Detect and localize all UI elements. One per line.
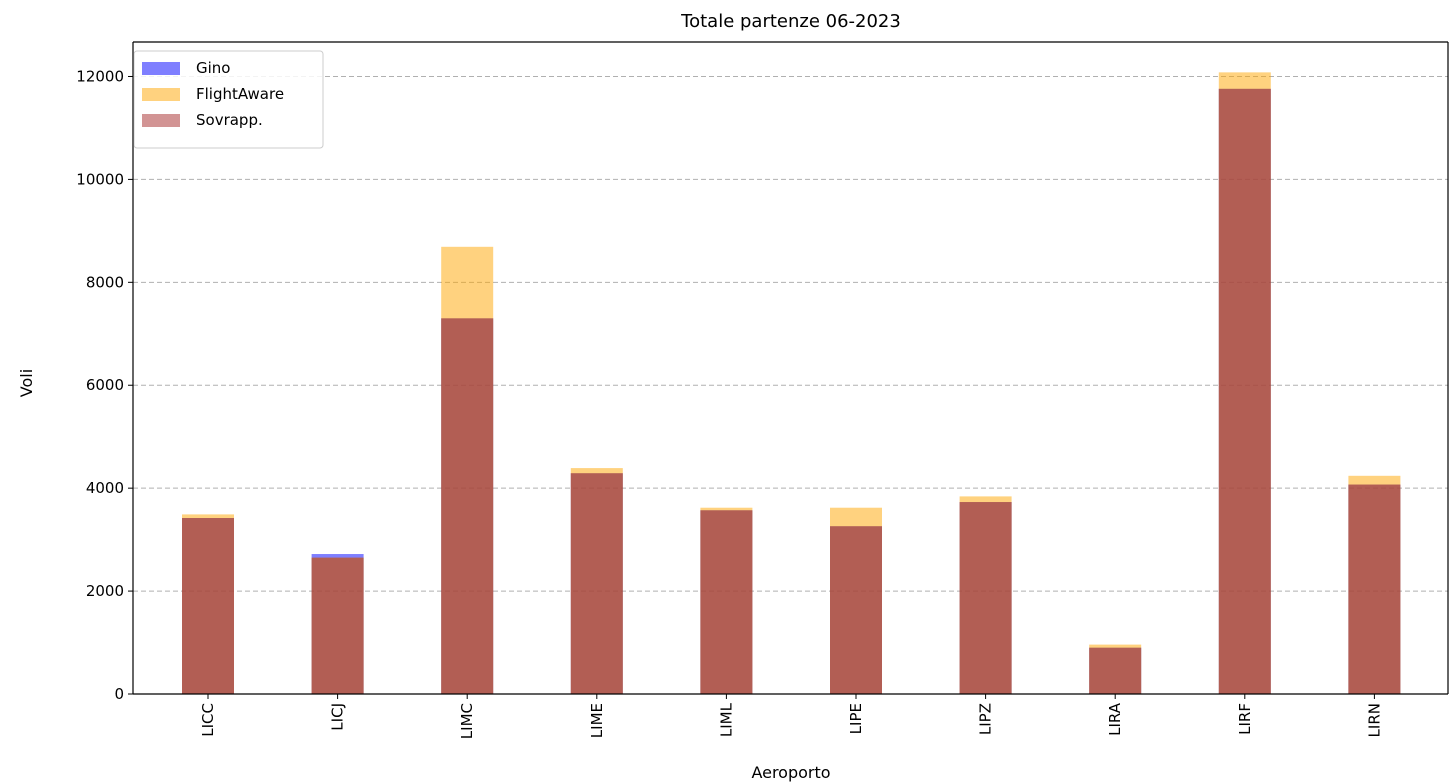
bars <box>182 72 1401 695</box>
legend: Gino FlightAware Sovrapp. <box>133 50 324 149</box>
legend-box <box>133 50 324 149</box>
x-tick-label-liml: LIML <box>717 702 735 737</box>
chart-title: Totale partenze 06-2023 <box>680 11 901 32</box>
bar-sovrapp-lirn <box>1348 484 1401 694</box>
bar-sovrapp-lipz <box>959 502 1012 694</box>
x-tick-label-licj: LICJ <box>329 703 347 731</box>
x-tick-label-limc: LIMC <box>458 703 476 739</box>
bar-sovrapp-lira <box>1089 647 1142 694</box>
bar-sovrapp-lirf <box>1218 88 1271 694</box>
legend-label-sovrapp: Sovrapp. <box>196 111 263 129</box>
legend-swatch-flightaware <box>142 88 180 101</box>
bar-sovrapp-limc <box>441 318 494 694</box>
x-tick-label-lipe: LIPE <box>847 703 865 734</box>
x-tick-label-lirn: LIRN <box>1365 703 1383 737</box>
x-tick-label-lime: LIME <box>588 703 606 738</box>
legend-label-gino: Gino <box>196 59 230 77</box>
x-tick-label-lipz: LIPZ <box>977 703 995 735</box>
y-tick-label-4000: 4000 <box>86 479 124 497</box>
y-tick-label-2000: 2000 <box>86 582 124 600</box>
bar-sovrapp-liml <box>700 510 753 694</box>
y-tick-label-6000: 6000 <box>86 376 124 394</box>
legend-label-flightaware: FlightAware <box>196 85 284 103</box>
y-tick-label-0: 0 <box>114 685 124 703</box>
y-tick-label-12000: 12000 <box>76 67 124 85</box>
legend-swatch-sovrapp <box>142 114 180 127</box>
bar-sovrapp-licc <box>182 518 234 694</box>
x-tick-label-lirf: LIRF <box>1236 703 1254 735</box>
y-tick-label-10000: 10000 <box>76 170 124 188</box>
bar-sovrapp-lime <box>570 473 623 694</box>
y-tick-label-8000: 8000 <box>86 273 124 291</box>
x-axis-title: Aeroporto <box>751 763 830 782</box>
x-tick-label-lira: LIRA <box>1106 702 1124 736</box>
x-tick-label-licc: LICC <box>199 703 217 737</box>
bar-sovrapp-licj <box>311 557 364 694</box>
grid-lines <box>133 75 1448 592</box>
bar-sovrapp-lipe <box>830 526 882 694</box>
legend-swatch-gino <box>142 62 180 75</box>
y-axis-title: Voli <box>17 369 36 397</box>
tick-labels: 0 2000 4000 6000 8000 10000 12000 LICC LICJ LIMC L… <box>76 67 1383 739</box>
axes <box>132 41 1449 695</box>
